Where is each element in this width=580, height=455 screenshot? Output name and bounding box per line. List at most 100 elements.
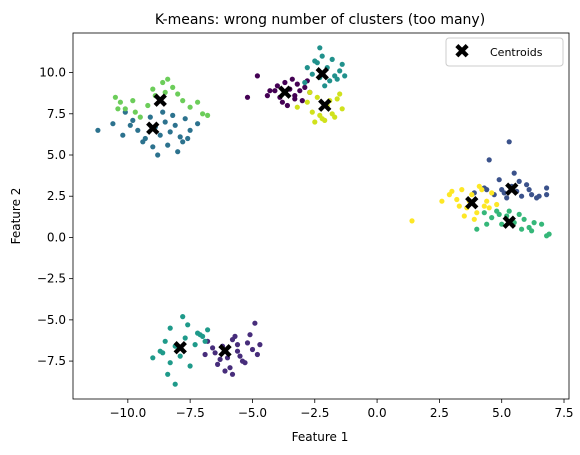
data-point-cluster-3-15 — [195, 121, 201, 127]
data-point-cluster-2-15 — [511, 170, 517, 176]
data-point-cluster-3-6 — [147, 114, 153, 120]
data-point-cluster-7-11 — [180, 98, 186, 104]
data-point-cluster-3-17 — [175, 149, 181, 155]
data-point-cluster-4-11 — [322, 83, 328, 89]
data-point-cluster-7-3 — [132, 109, 138, 115]
data-point-cluster-2-16 — [496, 177, 502, 183]
data-point-cluster-7-5 — [145, 102, 151, 109]
data-point-cluster-6-14 — [484, 221, 490, 227]
data-point-cluster-1-7 — [244, 340, 251, 346]
data-point-cluster-9-5 — [464, 205, 470, 211]
data-point-cluster-1-16 — [232, 333, 238, 339]
centroid-marker-7: ✖ — [463, 191, 480, 215]
x-tick-label-6: 5.0 — [492, 406, 511, 420]
data-point-cluster-0-12 — [264, 93, 270, 99]
data-point-cluster-7-6 — [152, 93, 158, 99]
data-point-cluster-1-17 — [222, 368, 228, 374]
data-point-cluster-2-7 — [519, 193, 525, 199]
x-tick-label-1: −7.5 — [176, 406, 205, 420]
data-point-cluster-0-1 — [267, 88, 273, 94]
data-point-cluster-3-12 — [177, 134, 183, 140]
data-point-cluster-6-13 — [474, 226, 480, 232]
data-point-cluster-8-8 — [312, 119, 318, 125]
data-point-cluster-9-19 — [446, 192, 452, 198]
data-point-cluster-6-18 — [506, 208, 512, 214]
data-point-cluster-3-9 — [162, 119, 168, 125]
legend: ✖ Centroids — [445, 37, 564, 67]
data-point-cluster-7-10 — [175, 91, 181, 97]
data-point-cluster-3-10 — [167, 129, 173, 135]
data-point-cluster-0-0 — [254, 73, 260, 79]
data-point-cluster-0-19 — [272, 88, 278, 94]
data-point-cluster-1-5 — [234, 348, 241, 354]
data-point-cluster-6-15 — [519, 226, 525, 232]
data-point-cluster-4-16 — [317, 74, 323, 81]
data-point-cluster-7-9 — [170, 84, 176, 90]
x-tick-label-4: 0.0 — [368, 406, 387, 420]
legend-box — [445, 37, 564, 67]
centroid-layer: ✖ ✖ ✖ ✖ ✖ ✖ ✖ ✖ ✖ ✖ — [144, 62, 520, 363]
x-tick-label-0: −10.0 — [109, 406, 146, 420]
data-point-cluster-4-12 — [332, 73, 338, 79]
data-point-cluster-6-16 — [529, 228, 535, 234]
data-point-cluster-3-8 — [157, 132, 163, 138]
data-point-cluster-3-1 — [110, 121, 116, 127]
data-point-cluster-3-22 — [180, 139, 186, 145]
data-point-cluster-0-9 — [302, 84, 308, 90]
data-point-cluster-8-0 — [304, 99, 310, 105]
data-point-cluster-5-4 — [172, 343, 178, 349]
data-point-cluster-1-18 — [242, 360, 248, 366]
data-point-cluster-2-17 — [516, 178, 522, 184]
centroid-marker-1: ✖ — [314, 62, 331, 86]
data-point-cluster-1-21 — [229, 371, 236, 377]
y-tick-label-4: 2.5 — [47, 189, 66, 203]
centroid-marker-5: ✖ — [172, 336, 189, 360]
data-point-cluster-4-2 — [319, 53, 325, 59]
data-point-cluster-5-17 — [200, 333, 206, 339]
data-point-cluster-1-13 — [210, 345, 216, 351]
data-point-cluster-2-9 — [529, 192, 535, 198]
data-point-cluster-6-17 — [496, 211, 502, 217]
data-point-cluster-1-15 — [252, 320, 258, 326]
data-point-cluster-2-12 — [544, 185, 550, 191]
data-point-cluster-3-19 — [127, 122, 133, 128]
data-point-cluster-1-12 — [237, 353, 243, 359]
data-point-cluster-3-13 — [182, 116, 188, 122]
data-point-cluster-5-18 — [160, 350, 166, 356]
data-point-cluster-0-3 — [277, 94, 283, 100]
data-point-cluster-9-12 — [461, 213, 467, 219]
data-point-cluster-7-19 — [205, 112, 211, 118]
data-point-cluster-5-14 — [172, 381, 178, 387]
data-point-cluster-2-8 — [524, 182, 530, 188]
data-point-cluster-4-9 — [317, 45, 323, 51]
data-point-cluster-3-18 — [140, 139, 146, 145]
data-point-cluster-6-5 — [511, 220, 517, 226]
data-point-cluster-8-10 — [327, 98, 333, 104]
data-point-cluster-1-23 — [234, 342, 241, 348]
centroid-marker-2: ✖ — [316, 94, 333, 118]
data-point-cluster-7-16 — [162, 89, 168, 95]
data-point-cluster-3-4 — [135, 127, 141, 133]
data-point-cluster-1-1 — [212, 350, 218, 356]
data-point-cluster-0-18 — [292, 96, 298, 102]
legend-marker-x-icon: ✖ — [454, 39, 471, 63]
data-point-cluster-1-2 — [219, 343, 226, 349]
data-point-cluster-6-0 — [481, 210, 487, 216]
x-tick-label-5: 2.5 — [430, 406, 449, 420]
data-point-cluster-4-3 — [324, 65, 330, 71]
data-point-cluster-5-3 — [167, 360, 173, 366]
data-point-cluster-5-6 — [182, 335, 188, 341]
x-axis-ticks: −10.0 −7.5 −5.0 −2.5 0.0 2.5 5.0 7.5 — [109, 399, 574, 420]
data-point-cluster-8-14 — [317, 112, 323, 118]
y-tick-label-1: −5.0 — [37, 313, 66, 327]
data-point-cluster-8-6 — [334, 96, 340, 102]
data-point-cluster-5-12 — [180, 314, 186, 320]
data-point-cluster-3-20 — [160, 109, 166, 115]
data-point-cluster-2-18 — [484, 187, 490, 193]
data-point-cluster-9-4 — [459, 187, 465, 193]
data-point-cluster-1-8 — [249, 346, 256, 353]
data-point-cluster-1-20 — [217, 356, 223, 362]
data-point-cluster-3-7 — [152, 124, 158, 130]
data-point-cluster-3-14 — [187, 127, 193, 133]
data-point-cluster-7-0 — [112, 94, 118, 100]
